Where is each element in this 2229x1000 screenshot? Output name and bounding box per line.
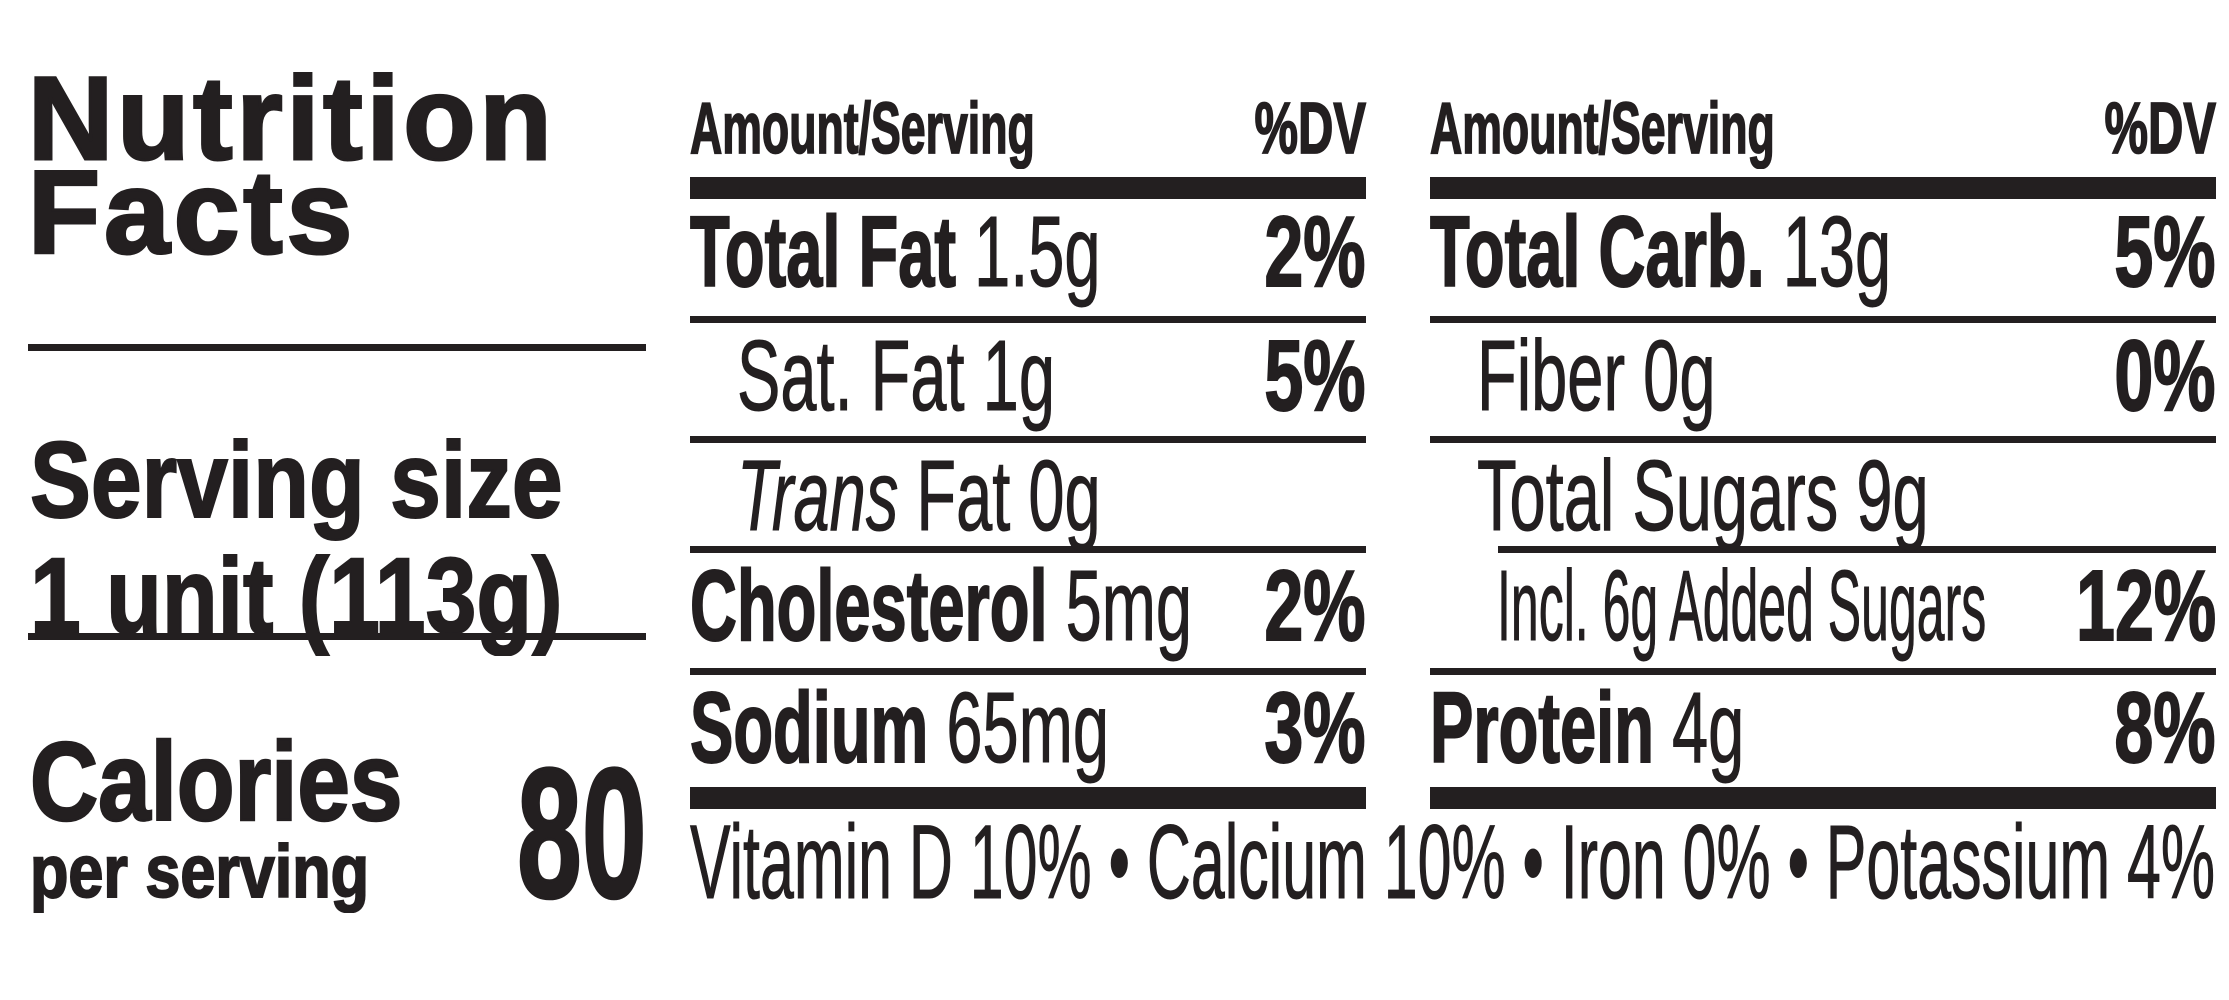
- nutrient-label: Sodium 65mg: [689, 672, 1109, 784]
- serving-size-block: Serving size 1 unit (113g): [29, 419, 563, 655]
- divider-rule: [690, 316, 1366, 323]
- nutrient-label: Incl. 6g Added Sugars: [1497, 550, 1987, 662]
- nutrient-amount: 9g: [1856, 440, 1929, 552]
- panel-title-line2: Facts: [27, 147, 357, 280]
- divider-rule: [1430, 436, 2216, 443]
- divider-rule: [1498, 546, 2216, 553]
- nutrient-name: Sodium: [689, 672, 929, 784]
- nutrient-dv: 3%: [1264, 672, 1367, 784]
- divider-rule: [1430, 668, 2216, 675]
- nutrient-label: Fiber 0g: [1477, 320, 1716, 432]
- header-bar: [1430, 177, 2216, 199]
- nutrient-label: Trans Fat 0g: [737, 440, 1101, 552]
- nutrient-dv: 0%: [2114, 320, 2217, 432]
- header-bar: [690, 177, 1366, 199]
- vitamins-minerals-line: Vitamin D 10% • Calcium 10% • Iron 0% • …: [690, 804, 2216, 921]
- nutrient-label: Protein 4g: [1429, 672, 1745, 784]
- nutrient-label: Cholesterol 5mg: [689, 550, 1193, 662]
- nutrient-name: Total Fat: [689, 196, 957, 308]
- nutrient-label: Total Sugars 9g: [1477, 440, 1929, 552]
- nutrient-row: Incl. 6g Added Sugars 12%: [1430, 550, 2217, 668]
- nutrient-name: Fiber: [1477, 320, 1626, 432]
- divider-rule: [690, 668, 1366, 675]
- nutrient-amount: 1.5g: [974, 196, 1101, 308]
- divider-rule: [28, 344, 646, 351]
- nutrient-amount: 4g: [1671, 672, 1745, 784]
- column-header: Amount/Serving %DV: [689, 89, 1367, 177]
- nutrient-amount: 1g: [982, 320, 1055, 432]
- serving-size-label: Serving size: [29, 419, 563, 540]
- nutrient-name: Total Carb.: [1429, 196, 1765, 308]
- nutrient-row: Sodium 65mg 3%: [689, 672, 1367, 787]
- divider-rule: [690, 546, 1366, 553]
- amount-serving-header: Amount/Serving: [1429, 89, 1775, 169]
- dv-header: %DV: [1254, 89, 1367, 169]
- nutrient-label: Sat. Fat 1g: [737, 320, 1056, 432]
- nutrient-label: Total Fat 1.5g: [689, 196, 1101, 308]
- nutrient-name: Protein: [1429, 672, 1654, 784]
- divider-rule: [28, 633, 646, 640]
- nutrient-dv: 12%: [2075, 550, 2217, 662]
- nutrient-row: Sat. Fat 1g 5%: [690, 320, 1367, 436]
- nutrient-column-fat-sodium: Amount/Serving %DV Total Fat 1.5g 2% Sat. …: [689, 89, 1367, 809]
- amount-serving-header: Amount/Serving: [689, 89, 1035, 169]
- nutrient-dv: 8%: [2114, 672, 2217, 784]
- calories-value: 80: [516, 731, 648, 937]
- nutrient-row: Total Carb. 13g 5%: [1429, 196, 2217, 316]
- nutrient-row: Cholesterol 5mg 2%: [689, 550, 1367, 668]
- nutrient-amount: 5mg: [1065, 550, 1193, 662]
- nutrient-name: Trans: [737, 440, 899, 552]
- nutrient-amount: 65mg: [946, 672, 1109, 784]
- nutrient-rows: Total Carb. 13g 5% Fiber 0g 0% Total Sugars …: [1429, 196, 2217, 787]
- nutrient-row: Protein 4g 8%: [1429, 672, 2217, 787]
- nutrient-name: Cholesterol: [689, 550, 1048, 662]
- footer-bar: [690, 787, 1366, 809]
- panel-title-line1: Nutrition: [27, 53, 556, 185]
- nutrient-label: Total Carb. 13g: [1429, 196, 1892, 308]
- column-header: Amount/Serving %DV: [1429, 89, 2217, 177]
- calories-label: Calories: [29, 720, 403, 844]
- nutrient-amount: 0g: [1643, 320, 1716, 432]
- dv-header: %DV: [2104, 89, 2217, 169]
- nutrient-row: Fiber 0g 0%: [1430, 320, 2217, 436]
- nutrient-dv: 2%: [1264, 196, 1367, 308]
- nutrient-name: Incl. 6g Added Sugars: [1497, 550, 1987, 662]
- nutrient-amount: Fat 0g: [916, 440, 1101, 552]
- calories-sublabel: per serving: [29, 830, 370, 913]
- nutrient-row: Trans Fat 0g: [690, 440, 1366, 552]
- nutrient-name: Total Sugars: [1477, 440, 1839, 552]
- footer-bar: [1430, 787, 2216, 809]
- nutrient-dv: 5%: [2114, 196, 2217, 308]
- divider-rule: [1430, 316, 2216, 323]
- divider-rule: [690, 436, 1366, 443]
- nutrient-rows: Total Fat 1.5g 2% Sat. Fat 1g 5% Trans Fat 0…: [689, 196, 1367, 787]
- panel-title: Nutrition Facts: [27, 53, 556, 280]
- nutrient-row: Total Fat 1.5g 2%: [689, 196, 1367, 316]
- nutrient-name: Sat. Fat: [737, 320, 965, 432]
- nutrient-dv: 2%: [1264, 550, 1367, 662]
- nutrient-row: Total Sugars 9g: [1430, 440, 2216, 552]
- nutrient-amount: 13g: [1782, 196, 1892, 308]
- nutrient-dv: 5%: [1264, 320, 1367, 432]
- nutrient-column-carb-protein: Amount/Serving %DV Total Carb. 13g 5% Fibe…: [1429, 89, 2217, 809]
